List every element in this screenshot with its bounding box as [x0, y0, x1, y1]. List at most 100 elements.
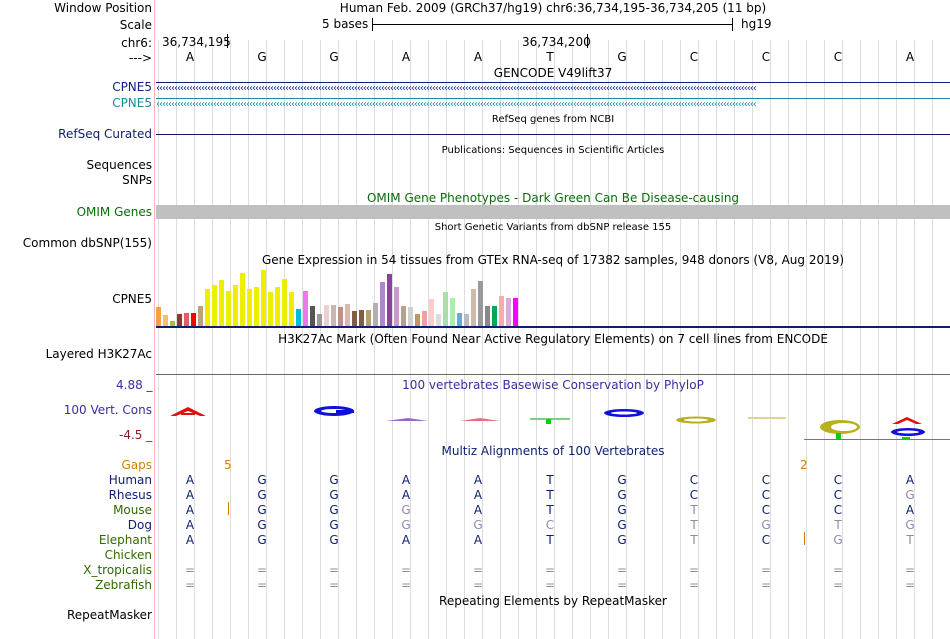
- gencode-track-1-label[interactable]: CPNE5: [112, 80, 152, 94]
- gtex-tissue-bar[interactable]: [345, 304, 350, 326]
- alignment-base: C: [689, 473, 699, 487]
- gtex-tissue-bar[interactable]: [177, 314, 182, 326]
- species-label-elephant[interactable]: Elephant: [98, 533, 152, 547]
- gtex-tissue-bar[interactable]: [457, 313, 462, 326]
- alignment-base: C: [833, 473, 843, 487]
- species-label-x_tropicalis[interactable]: X_tropicalis: [83, 563, 152, 577]
- gtex-tissue-bar[interactable]: [387, 274, 392, 326]
- gtex-tissue-bar[interactable]: [478, 281, 483, 326]
- h3k27ac-label[interactable]: Layered H3K27Ac: [45, 347, 152, 361]
- species-label-rhesus[interactable]: Rhesus: [108, 488, 152, 502]
- gencode-track-2-feature[interactable]: ‹‹‹‹‹‹‹‹‹‹‹‹‹‹‹‹‹‹‹‹‹‹‹‹‹‹‹‹‹‹‹‹‹‹‹‹‹‹‹‹…: [156, 98, 950, 110]
- gtex-tissue-bar[interactable]: [317, 314, 322, 326]
- logo-letter-C10: [820, 420, 860, 439]
- phylop-label[interactable]: 100 Vert. Cons: [63, 403, 152, 417]
- gtex-tissue-bar[interactable]: [401, 306, 406, 326]
- alignment-base: =: [544, 578, 556, 592]
- logo-letter-G7: [604, 409, 644, 417]
- gtex-tissue-bar[interactable]: [205, 289, 210, 326]
- gtex-tissue-bar[interactable]: [324, 305, 329, 326]
- gtex-tissue-bar[interactable]: [513, 298, 518, 326]
- gtex-tissue-bar[interactable]: [254, 287, 259, 326]
- publications-sequences-label[interactable]: Sequences: [86, 158, 152, 172]
- elephant-insertion-mark: [804, 532, 805, 545]
- gtex-tissue-bar[interactable]: [485, 306, 490, 326]
- gtex-tissue-bar[interactable]: [212, 285, 217, 326]
- gridline: [212, 40, 213, 639]
- alignment-base: T: [546, 503, 554, 517]
- gtex-tissue-bar[interactable]: [219, 280, 224, 326]
- gtex-tissue-bar[interactable]: [450, 298, 455, 326]
- gtex-tissue-bar[interactable]: [373, 303, 378, 326]
- gtex-tissue-bar[interactable]: [303, 291, 308, 326]
- publications-snps-label[interactable]: SNPs: [122, 173, 152, 187]
- alignment-base: =: [544, 563, 556, 577]
- alignment-base: G: [905, 488, 915, 502]
- refseq-feature-line[interactable]: [156, 134, 950, 135]
- alignment-base: =: [256, 563, 268, 577]
- gtex-tissue-bar[interactable]: [352, 311, 357, 326]
- h3k27ac-title: H3K27Ac Mark (Often Found Near Active Re…: [278, 332, 828, 346]
- scale-bar-start-tick: [372, 18, 373, 31]
- gtex-tissue-bar[interactable]: [492, 306, 497, 326]
- omim-label[interactable]: OMIM Genes: [76, 205, 152, 219]
- gtex-tissue-bar[interactable]: [184, 313, 189, 326]
- species-label-mouse[interactable]: Mouse: [113, 503, 152, 517]
- gtex-tissue-bar[interactable]: [268, 292, 273, 326]
- gtex-label[interactable]: CPNE5: [112, 292, 152, 306]
- species-label-zebrafish[interactable]: Zebrafish: [95, 578, 152, 592]
- omim-feature-bar[interactable]: [156, 205, 950, 219]
- gtex-tissue-bar[interactable]: [429, 299, 434, 326]
- gtex-tissue-bar[interactable]: [240, 273, 245, 326]
- dbsnp-label[interactable]: Common dbSNP(155): [22, 236, 152, 250]
- gtex-tissue-bar[interactable]: [443, 292, 448, 326]
- window-position-value[interactable]: Human Feb. 2009 (GRCh37/hg19) chr6:36,73…: [339, 1, 767, 15]
- gtex-tissue-bar[interactable]: [359, 310, 364, 326]
- gridline: [554, 40, 555, 639]
- gencode-track-1-feature[interactable]: ‹‹‹‹‹‹‹‹‹‹‹‹‹‹‹‹‹‹‹‹‹‹‹‹‹‹‹‹‹‹‹‹‹‹‹‹‹‹‹‹…: [156, 82, 950, 94]
- gtex-tissue-bar[interactable]: [163, 315, 168, 326]
- gtex-tissue-bar[interactable]: [506, 298, 511, 326]
- gtex-tissue-bar[interactable]: [331, 305, 336, 326]
- alignment-base: A: [905, 503, 915, 517]
- gtex-tissue-bar[interactable]: [366, 310, 371, 326]
- gtex-tissue-bar[interactable]: [289, 292, 294, 326]
- gtex-tissue-bar[interactable]: [261, 270, 266, 326]
- gridline: [626, 40, 627, 639]
- gtex-tissue-bar[interactable]: [226, 291, 231, 326]
- gtex-tissue-bar[interactable]: [282, 279, 287, 326]
- gencode-track-2-label[interactable]: CPNE5: [112, 96, 152, 110]
- gtex-tissue-bar[interactable]: [415, 314, 420, 326]
- gtex-tissue-bar[interactable]: [436, 314, 441, 326]
- gtex-tissue-bar[interactable]: [191, 313, 196, 326]
- gtex-tissue-bar[interactable]: [296, 309, 301, 326]
- gridline: [464, 40, 465, 639]
- gtex-tissue-bar[interactable]: [394, 287, 399, 326]
- gtex-tissue-bar[interactable]: [422, 311, 427, 326]
- gtex-tissue-bar[interactable]: [380, 282, 385, 326]
- gtex-tissue-bar[interactable]: [471, 289, 476, 326]
- gridline: [374, 40, 375, 639]
- gtex-tissue-bar[interactable]: [464, 314, 469, 326]
- gtex-tissue-bar[interactable]: [198, 306, 203, 326]
- gtex-tissue-bar[interactable]: [170, 321, 175, 326]
- refseq-label[interactable]: RefSeq Curated: [58, 127, 152, 141]
- logo-letter-T6: [530, 418, 570, 424]
- species-label-chicken[interactable]: Chicken: [104, 548, 152, 562]
- gridline: [284, 40, 285, 639]
- gtex-tissue-bar[interactable]: [233, 285, 238, 326]
- gtex-tissue-bar[interactable]: [275, 287, 280, 326]
- gtex-tissue-bar[interactable]: [499, 296, 504, 326]
- gtex-tissue-bar[interactable]: [247, 289, 252, 326]
- gtex-tissue-bar[interactable]: [408, 307, 413, 326]
- refseq-title: RefSeq genes from NCBI: [491, 114, 615, 125]
- gridline: [392, 40, 393, 639]
- gtex-bar-chart[interactable]: [156, 268, 536, 326]
- species-label-human[interactable]: Human: [108, 473, 152, 487]
- gtex-tissue-bar[interactable]: [156, 307, 161, 326]
- gtex-tissue-bar[interactable]: [310, 306, 315, 326]
- repeatmasker-label[interactable]: RepeatMasker: [66, 608, 152, 622]
- gtex-tissue-bar[interactable]: [338, 307, 343, 326]
- species-label-dog[interactable]: Dog: [127, 518, 152, 532]
- gridline: [428, 40, 429, 639]
